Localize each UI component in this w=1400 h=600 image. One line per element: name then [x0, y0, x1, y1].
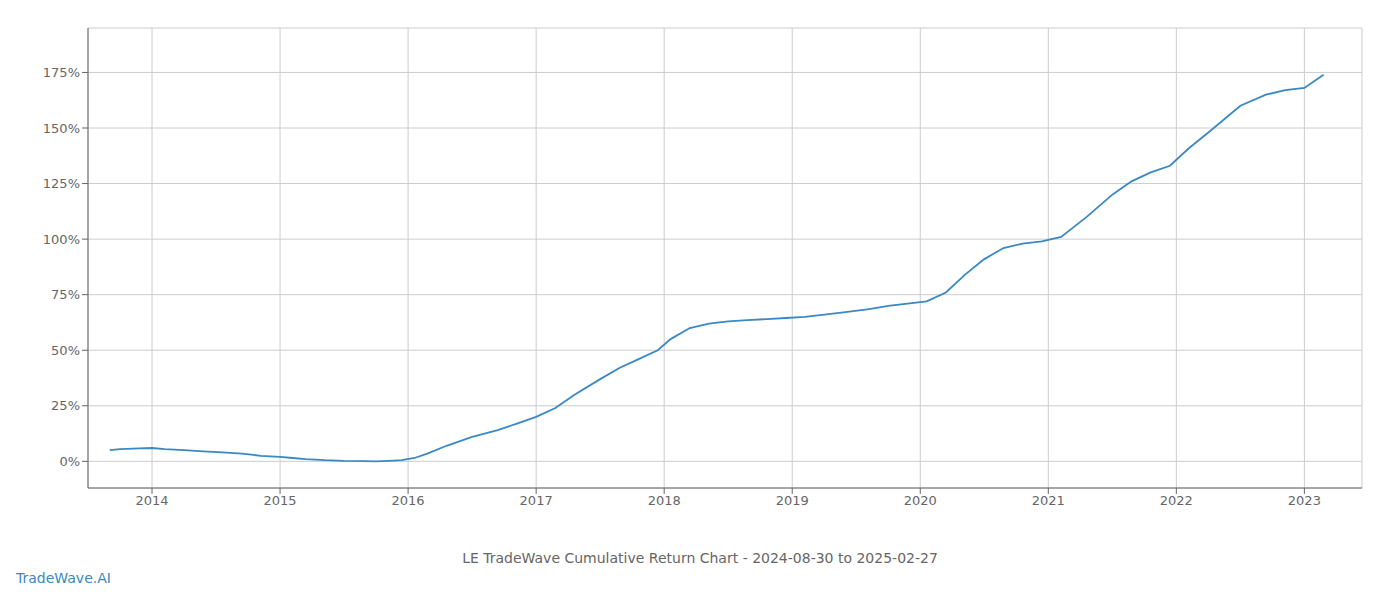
svg-text:50%: 50% — [51, 343, 80, 358]
svg-text:2014: 2014 — [135, 493, 168, 508]
svg-text:75%: 75% — [51, 287, 80, 302]
svg-text:25%: 25% — [51, 398, 80, 413]
svg-text:2023: 2023 — [1288, 493, 1321, 508]
svg-text:175%: 175% — [43, 65, 80, 80]
svg-text:2019: 2019 — [776, 493, 809, 508]
svg-text:2020: 2020 — [904, 493, 937, 508]
svg-text:0%: 0% — [59, 454, 80, 469]
svg-text:2015: 2015 — [264, 493, 297, 508]
svg-text:2016: 2016 — [392, 493, 425, 508]
svg-text:150%: 150% — [43, 121, 80, 136]
svg-text:125%: 125% — [43, 176, 80, 191]
svg-text:2021: 2021 — [1032, 493, 1065, 508]
svg-text:2018: 2018 — [648, 493, 681, 508]
html-text:LE TradeWave Cumulative Return: LE TradeWave Cumulative Return Chart - 2… — [462, 550, 938, 566]
svg-text:2022: 2022 — [1160, 493, 1193, 508]
svg-text:100%: 100% — [43, 232, 80, 247]
html-text:TradeWave.AI: TradeWave.AI — [16, 570, 111, 586]
svg-text:2017: 2017 — [520, 493, 553, 508]
